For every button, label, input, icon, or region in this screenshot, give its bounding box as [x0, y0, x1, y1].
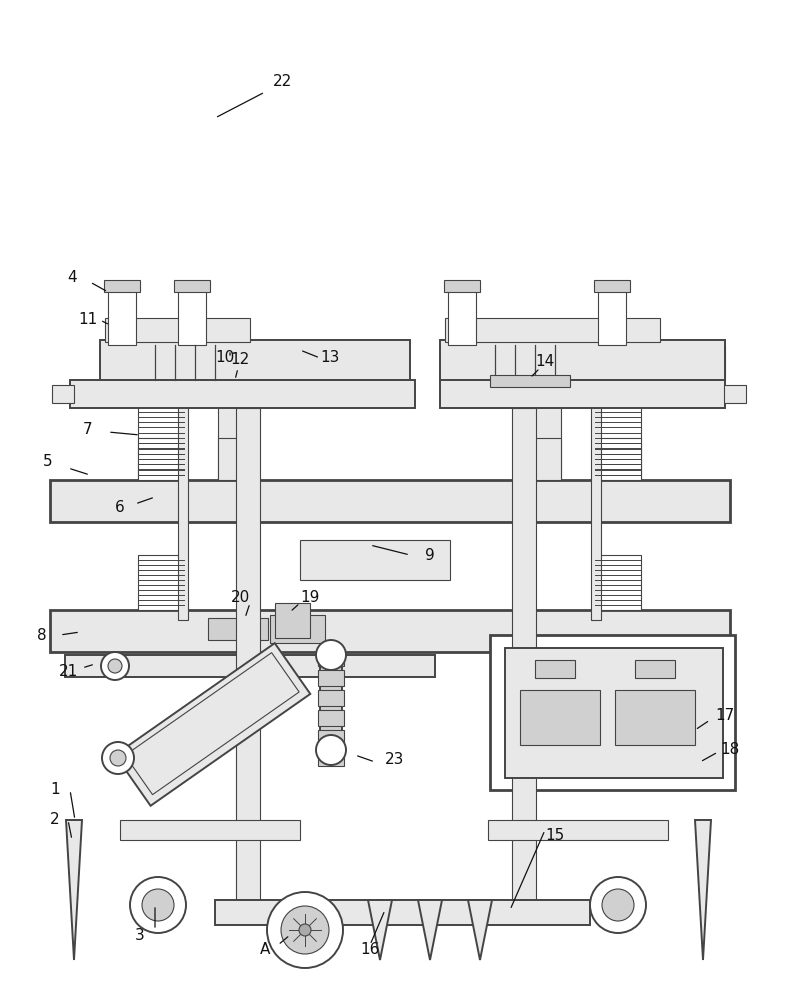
Bar [318, 730, 344, 746]
Circle shape [108, 659, 122, 673]
Text: 4: 4 [67, 270, 77, 286]
Circle shape [102, 742, 134, 774]
Bar [65, 655, 435, 677]
Polygon shape [468, 900, 492, 960]
Circle shape [316, 640, 346, 670]
Text: 3: 3 [135, 928, 145, 942]
Bar [318, 750, 344, 766]
Text: 18: 18 [721, 742, 740, 758]
Bar [104, 280, 140, 292]
Circle shape [142, 889, 174, 921]
Circle shape [281, 906, 329, 954]
Bar [100, 340, 410, 382]
Bar [448, 285, 476, 345]
Bar [178, 380, 188, 620]
Bar [215, 900, 590, 925]
Bar [490, 635, 735, 790]
Bar [535, 660, 575, 678]
Bar [490, 375, 570, 387]
Polygon shape [695, 820, 711, 960]
Polygon shape [418, 900, 442, 960]
Bar [318, 650, 344, 666]
Bar [275, 603, 310, 638]
Bar [635, 660, 675, 678]
Bar [444, 280, 480, 292]
Text: 10: 10 [215, 351, 235, 365]
Bar [108, 285, 136, 345]
Bar [318, 670, 344, 686]
Text: 15: 15 [545, 828, 565, 842]
Text: 19: 19 [301, 590, 320, 605]
Bar [236, 408, 260, 900]
Circle shape [602, 889, 634, 921]
Bar [50, 480, 730, 522]
Bar [598, 285, 626, 345]
Bar [440, 340, 725, 382]
Circle shape [110, 750, 126, 766]
Bar [445, 318, 660, 342]
Bar [105, 318, 250, 342]
Bar [505, 648, 723, 778]
Text: 6: 6 [115, 499, 125, 514]
Bar [178, 285, 206, 345]
Text: 9: 9 [425, 548, 435, 562]
Text: 8: 8 [37, 628, 47, 643]
Bar [724, 385, 746, 403]
Bar [318, 690, 344, 706]
Bar [520, 690, 600, 745]
Bar [595, 438, 641, 480]
Bar [440, 380, 725, 408]
Circle shape [130, 877, 186, 933]
Polygon shape [115, 643, 310, 806]
Circle shape [299, 924, 311, 936]
Polygon shape [66, 820, 82, 960]
Text: 13: 13 [320, 351, 339, 365]
Bar [218, 380, 254, 480]
Bar [138, 555, 184, 610]
Text: 21: 21 [59, 664, 78, 680]
Bar [120, 820, 300, 840]
Text: 20: 20 [230, 590, 250, 605]
Text: 12: 12 [230, 353, 250, 367]
Polygon shape [368, 900, 392, 960]
Bar [50, 610, 730, 652]
Text: 17: 17 [715, 708, 735, 722]
Circle shape [316, 735, 346, 765]
Text: 7: 7 [83, 422, 93, 438]
Bar [270, 615, 325, 643]
Text: 14: 14 [536, 355, 554, 369]
Bar [218, 438, 254, 480]
Bar [108, 345, 313, 380]
Bar [595, 555, 641, 610]
Text: 16: 16 [361, 942, 380, 958]
Bar [591, 380, 601, 620]
Bar [320, 650, 342, 750]
Circle shape [101, 652, 129, 680]
Text: 5: 5 [44, 454, 53, 470]
Bar [174, 280, 210, 292]
Text: 2: 2 [50, 812, 60, 828]
Bar [318, 710, 344, 726]
Bar [595, 380, 641, 480]
Bar [615, 690, 695, 745]
Bar [138, 438, 184, 480]
Bar [594, 280, 630, 292]
Bar [208, 618, 268, 640]
Circle shape [590, 877, 646, 933]
Text: 23: 23 [385, 752, 405, 768]
Text: 1: 1 [50, 782, 60, 798]
Bar [525, 380, 561, 480]
Bar [512, 408, 536, 900]
Text: 22: 22 [272, 75, 292, 90]
Text: 11: 11 [78, 312, 97, 328]
Bar [440, 345, 725, 380]
Bar [525, 438, 561, 480]
Text: A: A [259, 942, 271, 958]
Bar [300, 540, 450, 580]
Bar [70, 380, 415, 408]
Bar [52, 385, 74, 403]
Bar [138, 380, 184, 480]
Bar [488, 820, 668, 840]
Circle shape [267, 892, 343, 968]
